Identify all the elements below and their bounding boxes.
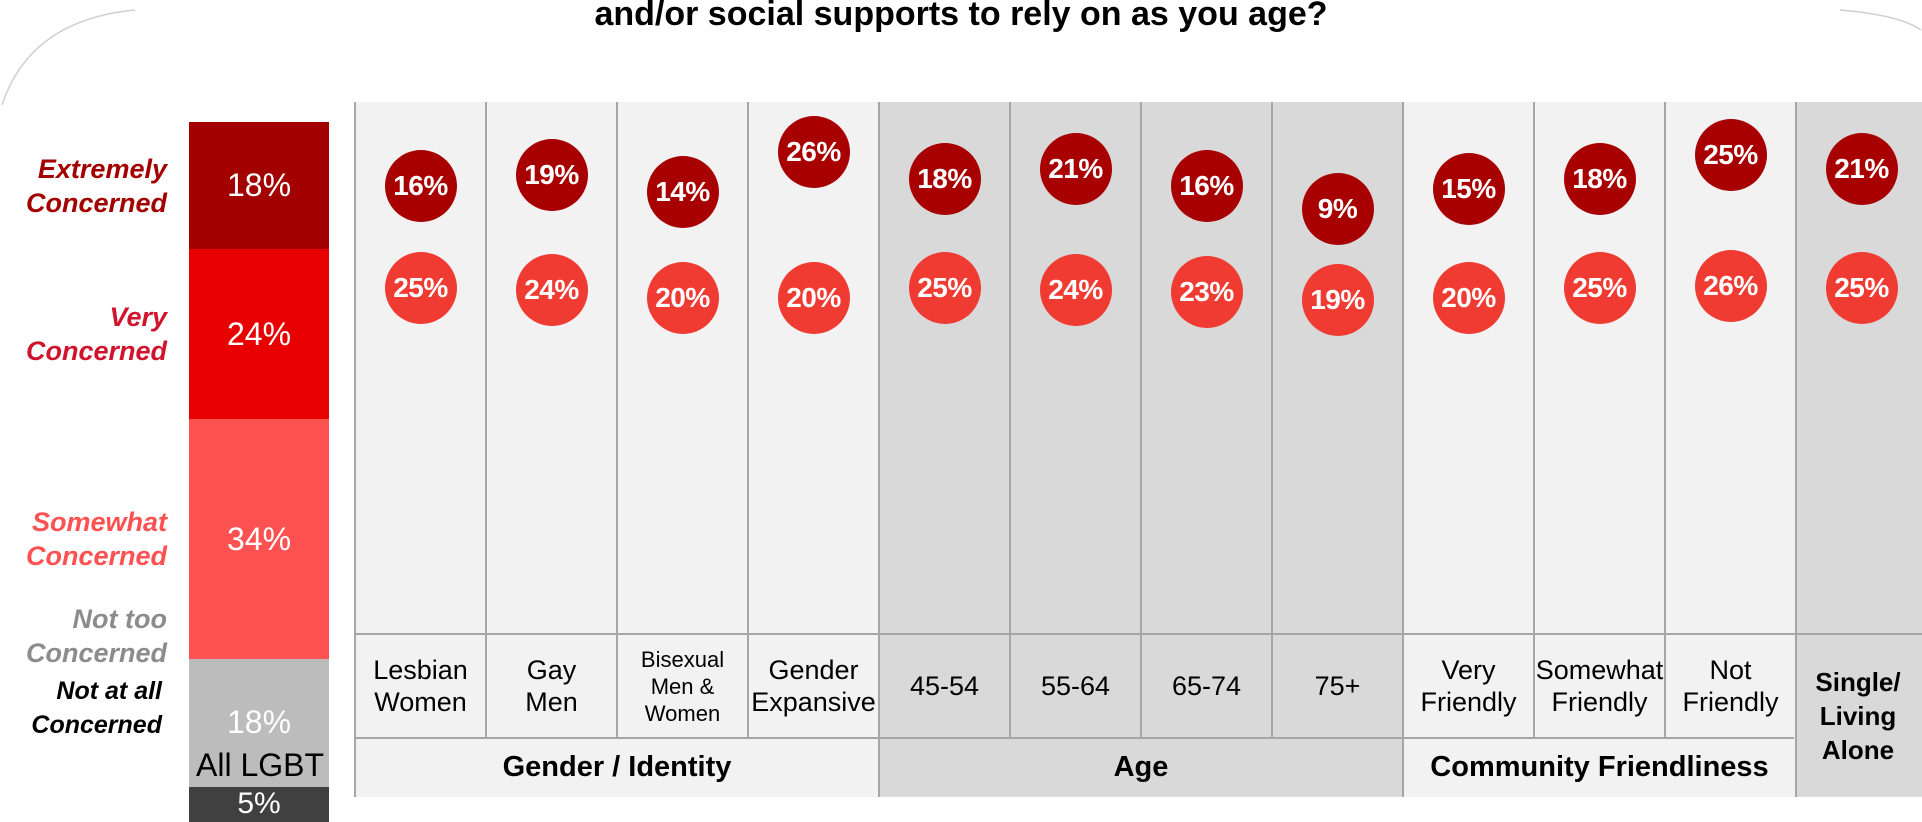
circle-extremely-3: 26% <box>777 115 850 188</box>
column-label-1: Gay Men <box>525 655 578 717</box>
circle-extremely-9: 18% <box>1563 142 1636 215</box>
circle-extremely-5: 21% <box>1039 132 1112 205</box>
circle-very-8: 20% <box>1432 262 1505 334</box>
column-label-5: 55-64 <box>1040 671 1111 701</box>
stack-segment-very: 24% <box>189 249 329 419</box>
category-label-very: Very Concerned <box>25 302 167 367</box>
column-label-0: Lesbian Women <box>373 655 468 717</box>
column-label-6: 65-74 <box>1171 671 1242 701</box>
circle-very-2: 20% <box>646 262 719 334</box>
circle-extremely-11: 21% <box>1825 132 1898 205</box>
decorative-frame <box>1 9 1922 106</box>
column-label-2: Bisexual Men & Women <box>640 646 725 726</box>
circle-very-5: 24% <box>1039 254 1112 326</box>
circle-extremely-10: 25% <box>1694 119 1767 191</box>
circle-extremely-0: 16% <box>384 149 457 222</box>
category-label-extremely: Extremely Concerned <box>25 153 167 218</box>
category-label-not-at-all: Not at all Concerned <box>31 677 162 739</box>
column-label-single-living-alone: Single/ Living Alone <box>1815 666 1901 765</box>
column-label-3: Gender Expansive <box>751 655 876 717</box>
circle-extremely-7: 9% <box>1301 173 1374 246</box>
circle-extremely-6: 16% <box>1170 149 1243 222</box>
stack-segment-extremely: 18% <box>189 122 329 250</box>
circle-extremely-4: 18% <box>908 142 981 215</box>
column-label-8: Very Friendly <box>1420 655 1517 717</box>
category-label-not-too: Not too Concerned <box>25 604 167 668</box>
circle-very-10: 26% <box>1694 250 1767 322</box>
circle-very-11: 25% <box>1825 252 1898 324</box>
circle-very-3: 20% <box>777 262 850 334</box>
circle-extremely-2: 14% <box>646 156 719 229</box>
category-label-somewhat: Somewhat Concerned <box>25 507 167 572</box>
column-label-10: Not Friendly <box>1682 655 1779 717</box>
circle-very-4: 25% <box>908 252 981 324</box>
group-label-2: Community Friendliness <box>1430 751 1769 783</box>
stack-segment-somewhat: 34% <box>189 418 329 660</box>
circle-very-1: 24% <box>515 254 588 326</box>
column-label-7: 75+ <box>1314 671 1361 701</box>
circle-very-7: 19% <box>1301 264 1374 336</box>
circle-very-9: 25% <box>1563 252 1636 324</box>
all-lgbt-label: All LGBT <box>195 747 325 783</box>
circle-very-6: 23% <box>1170 256 1243 328</box>
circle-very-0: 25% <box>384 252 457 324</box>
group-label-0: Gender / Identity <box>502 751 732 783</box>
column-band-3 <box>1796 102 1922 797</box>
circle-extremely-8: 15% <box>1432 153 1505 225</box>
chart-title: and/or social supports to rely on as you… <box>594 0 1328 33</box>
circle-extremely-1: 19% <box>515 139 588 212</box>
column-label-4: 45-54 <box>909 671 980 701</box>
column-label-9: Somewhat Friendly <box>1535 655 1664 717</box>
group-label-1: Age <box>1113 751 1169 783</box>
group-columns-grid <box>354 102 1922 797</box>
stack-segment-not-too: 18% <box>189 659 329 787</box>
